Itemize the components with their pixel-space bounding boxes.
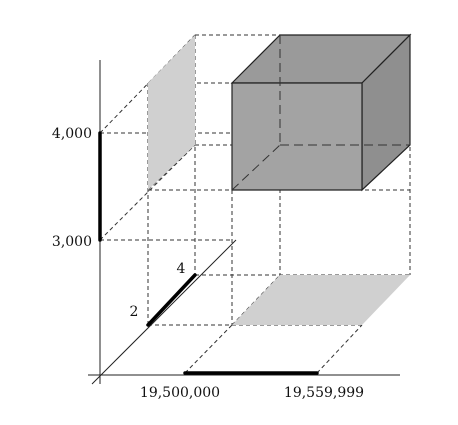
projection-floor xyxy=(232,275,410,325)
range-bar-depth xyxy=(146,273,197,327)
projection-vertical-plane xyxy=(148,35,195,190)
cube-front-face xyxy=(231,82,363,191)
query-cube xyxy=(230,33,412,192)
tick-label-depth-4: 4 xyxy=(177,261,186,277)
depth-axis xyxy=(91,239,237,385)
tick-label-19500000: 19,500,000 xyxy=(140,385,220,401)
tick-label-depth-2: 2 xyxy=(130,304,139,320)
tick-label-4000: 4,000 xyxy=(52,126,92,142)
cube-hidden-edge-depth xyxy=(231,144,281,191)
tick-label-3000: 3,000 xyxy=(52,234,92,250)
tick-label-19559999: 19,559,999 xyxy=(284,385,364,401)
